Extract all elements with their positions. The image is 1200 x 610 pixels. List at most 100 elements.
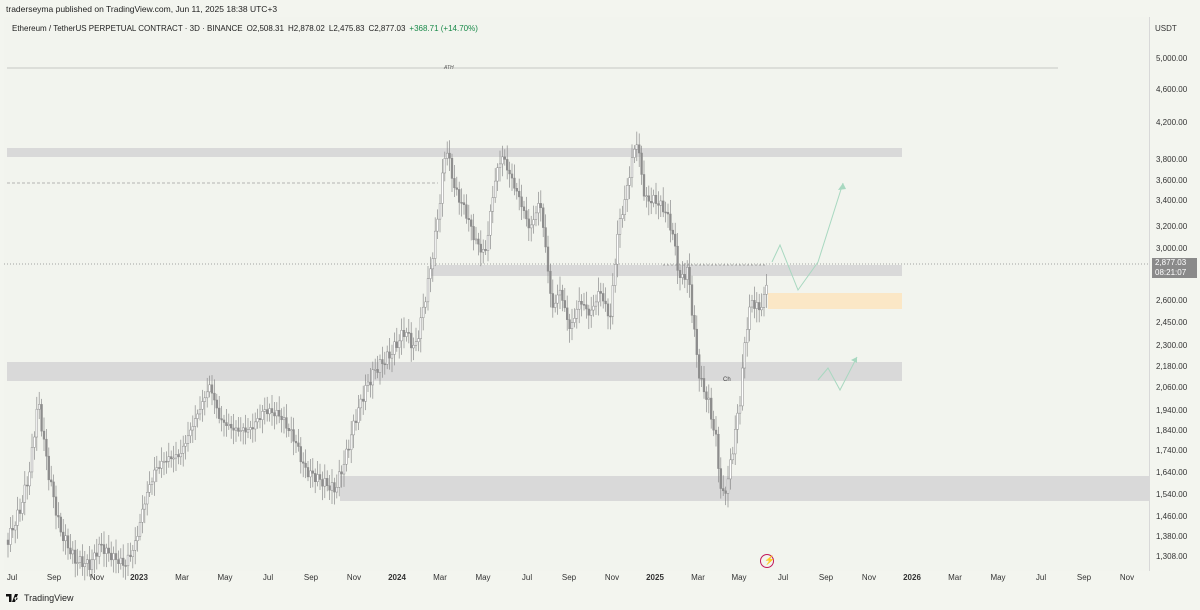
candle-body: [539, 203, 542, 209]
candle-body: [179, 453, 182, 458]
candle-body: [599, 291, 602, 294]
candle-body: [71, 549, 74, 555]
candle-body: [148, 484, 151, 493]
candle-body: [683, 274, 686, 280]
candle-body: [119, 557, 122, 564]
candle-body: [174, 454, 178, 459]
candle-body: [626, 185, 629, 200]
candle-body: [618, 218, 622, 235]
candle-body: [645, 195, 648, 197]
candle-body: [506, 159, 509, 171]
candle-body: [587, 308, 590, 316]
demand-zone: [340, 476, 1150, 501]
candle-body: [422, 306, 425, 319]
candle-body: [112, 553, 115, 561]
candle-body: [28, 471, 31, 487]
candle-body: [498, 163, 502, 168]
candle-body: [225, 422, 228, 426]
candles: [6, 131, 768, 581]
candle-body: [633, 148, 636, 158]
candle-body: [501, 156, 504, 165]
candle-body: [74, 549, 77, 564]
price-tick-label: 1,460.00: [1156, 512, 1188, 521]
candle-body: [686, 267, 689, 280]
time-tick-label: Jul: [1035, 573, 1047, 582]
candle-body: [530, 224, 533, 229]
candle-body: [222, 419, 226, 423]
candle-body: [402, 330, 406, 337]
candle-body: [614, 264, 617, 286]
candle-body: [525, 210, 528, 220]
last-price: 2,877.03: [1155, 258, 1187, 267]
candle-body: [647, 195, 650, 202]
candle-body: [306, 467, 310, 478]
candle-body: [38, 404, 41, 410]
candle-body: [707, 397, 710, 400]
candle-body: [556, 294, 559, 304]
candle-body: [623, 199, 626, 215]
candle-body: [575, 308, 578, 319]
candle-body: [378, 359, 382, 373]
candle-body: [760, 307, 763, 311]
candle-body: [191, 426, 194, 431]
candle-body: [333, 482, 336, 493]
candle-body: [758, 302, 761, 311]
candle-body: [153, 469, 156, 483]
candle-body: [354, 420, 358, 423]
time-tick-label: Nov: [89, 573, 105, 582]
candle-body: [750, 300, 754, 308]
candle-body: [136, 536, 139, 542]
price-tick-label: 3,200.00: [1156, 222, 1188, 231]
candle-body: [86, 559, 89, 564]
candle-body: [299, 446, 302, 463]
symbol-name[interactable]: Ethereum / TetherUS PERPETUAL CONTRACT ·…: [12, 24, 243, 33]
candle-body: [486, 234, 490, 251]
candle-body: [491, 197, 494, 212]
price-tick-label: 3,600.00: [1156, 176, 1188, 185]
candle-body: [549, 270, 552, 294]
candle-body: [594, 301, 598, 307]
candle-body: [424, 301, 427, 308]
candle-body: [606, 303, 610, 317]
currency-label[interactable]: USDT: [1155, 24, 1177, 33]
candle-body: [266, 409, 269, 415]
candle-body: [54, 496, 58, 516]
bullish-projection: [771, 182, 844, 292]
candle-body: [347, 448, 350, 451]
candle-body: [580, 301, 583, 305]
candle-body: [431, 258, 434, 270]
candle-body: [544, 227, 547, 248]
candle-body: [714, 429, 718, 435]
lightning-icon[interactable]: ⚡: [760, 554, 775, 568]
candle-body: [100, 543, 103, 546]
price-axis[interactable]: [1150, 17, 1200, 571]
candle-body: [297, 442, 300, 447]
symbol-header[interactable]: Ethereum / TetherUS PERPETUAL CONTRACT ·…: [12, 24, 478, 33]
candle-body: [110, 552, 113, 561]
price-tick-label: 3,000.00: [1156, 244, 1188, 253]
candle-body: [201, 401, 204, 410]
candle-body: [88, 559, 91, 570]
candle-body: [662, 200, 665, 213]
candle-body: [455, 187, 458, 190]
candle-body: [609, 315, 612, 318]
time-tick-label: Jul: [6, 573, 18, 582]
candle-body: [239, 430, 242, 432]
candle-body: [395, 341, 398, 348]
time-tick-label: 2024: [388, 573, 406, 582]
candle-body: [602, 293, 605, 302]
candle-body: [666, 212, 670, 215]
candle-body: [374, 369, 377, 371]
candle-body: [364, 385, 367, 402]
candle-body: [570, 322, 574, 329]
candle-body: [359, 398, 362, 409]
zones: [7, 148, 1150, 501]
candle-body: [196, 413, 199, 419]
candle-body: [681, 274, 684, 278]
time-tick-label: Mar: [948, 573, 962, 582]
candle-body: [64, 535, 67, 542]
candle-body: [386, 351, 389, 365]
candle-body: [450, 157, 454, 179]
candle-body: [474, 238, 478, 241]
